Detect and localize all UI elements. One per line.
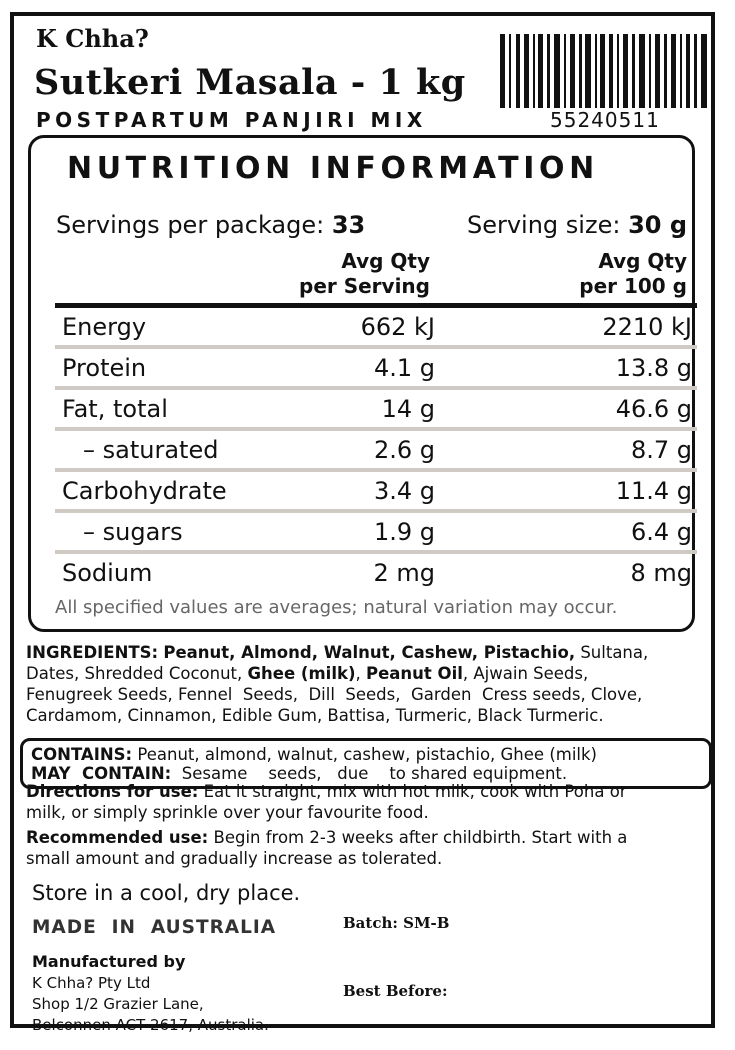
manufacturer-address-line: Shop 1/2 Grazier Lane, [32,995,204,1013]
per-100g-value: 11.4 g [615,477,692,505]
recommended-label: Recommended use: [26,828,209,847]
may-contain-text: Sesame seeds, due to shared equipment. [171,764,568,783]
per-100g-value: 13.8 g [615,354,692,382]
servings-value: 33 [331,211,366,239]
nutrient-name: Protein [62,354,147,382]
nutrition-panel: NUTRITION INFORMATION Servings per packa… [28,135,697,632]
nutrient-name: Energy [62,313,147,341]
ingredients-line: Cardamom, Cinnamon, Edible Gum, Battisa,… [26,706,604,725]
per-serving-value: 2 mg [373,559,435,587]
nutrient-name: Fat, total [62,395,168,423]
may-contain-line: MAY CONTAIN: Sesame seeds, due to shared… [31,764,567,783]
table-row: Energy 662 kJ 2210 kJ [55,308,697,349]
nutrient-name: – sugars [83,518,183,546]
ingredients-text: Sultana, [575,643,649,662]
table-row: Protein 4.1 g 13.8 g [55,349,697,390]
manufacturer-name: K Chha? Pty Ltd [32,974,151,992]
ingredients-text: Dates, Shredded Coconut, [26,664,248,683]
servings-per-package: Servings per package: 33 [56,211,365,239]
recommended-section: Recommended use: Begin from 2-3 weeks af… [26,827,716,869]
ingredients-label: INGREDIENTS: [26,643,159,662]
contains-text: Peanut, almond, walnut, cashew, pistachi… [132,745,597,764]
product-title: Sutkeri Masala - 1 kg [34,62,466,103]
table-row: Fat, total 14 g 46.6 g [55,390,697,431]
per-serving-value: 662 kJ [360,313,435,341]
batch-code: Batch: SM-B [343,914,450,932]
ingredients-allergen: Peanut Oil [366,664,463,683]
serving-size-label: Serving size: [466,211,621,239]
ingredients-line: INGREDIENTS: Peanut, Almond, Walnut, Cas… [26,642,716,663]
product-subtitle: POSTPARTUM PANJIRI MIX [36,108,427,132]
ingredients-section: INGREDIENTS: Peanut, Almond, Walnut, Cas… [26,642,716,726]
averages-note: All specified values are averages; natur… [55,597,618,618]
per-serving-value: 3.4 g [373,477,435,505]
ingredients-allergen: Ghee (milk) [247,664,356,683]
directions-line: Directions for use: Eat it straight, mix… [26,781,716,802]
directions-label: Directions for use: [26,782,199,801]
recommended-line: Recommended use: Begin from 2-3 weeks af… [26,827,716,848]
column-header-line: Avg Qty [341,249,430,273]
ingredients-line: Dates, Shredded Coconut, Ghee (milk), Pe… [26,663,716,684]
manufacturer-address-line: Belconnen ACT 2617, Australia. [32,1016,269,1034]
directions-section: Directions for use: Eat it straight, mix… [26,781,716,823]
may-contain-label: MAY CONTAIN: [31,764,172,783]
contains-line: CONTAINS: Peanut, almond, walnut, cashew… [31,745,597,764]
brand-name: K Chha? [36,24,149,53]
table-row: Carbohydrate 3.4 g 11.4 g [55,472,697,513]
recommended-text: Begin from 2-3 weeks after childbirth. S… [208,828,628,847]
per-serving-value: 14 g [381,395,435,423]
ingredients-text: , [355,664,366,683]
per-100g-value: 46.6 g [615,395,692,423]
recommended-line: small amount and gradually increase as t… [26,849,443,868]
allergen-box: CONTAINS: Peanut, almond, walnut, cashew… [20,738,712,789]
country-of-origin: MADE IN AUSTRALIA [32,917,277,938]
column-header-line: per Serving [299,274,430,298]
column-header-line: per 100 g [579,274,687,298]
column-header-per-100g: Avg Qty per 100 g [579,249,687,299]
nutrient-name: Sodium [62,559,153,587]
table-row: – sugars 1.9 g 6.4 g [55,513,697,554]
barcode-number: 55240511 [550,108,660,132]
manufacturer-heading: Manufactured by [32,952,186,971]
table-row: Sodium 2 mg 8 mg [55,554,697,591]
product-label: K Chha? Sutkeri Masala - 1 kg POSTPARTUM… [10,12,716,1034]
per-100g-value: 6.4 g [630,518,692,546]
best-before: Best Before: [343,982,448,1000]
contains-label: CONTAINS: [31,745,133,764]
nutrition-table: Energy 662 kJ 2210 kJ Protein 4.1 g 13.8… [55,303,697,591]
per-100g-value: 8.7 g [630,436,692,464]
column-header-line: Avg Qty [598,249,687,273]
per-serving-value: 1.9 g [373,518,435,546]
ingredients-allergens: Peanut, Almond, Walnut, Cashew, Pistachi… [163,643,576,662]
ingredients-line: Fenugreek Seeds, Fennel Seeds, Dill Seed… [26,685,643,704]
serving-size-value: 30 g [628,211,687,239]
serving-size: Serving size: 30 g [467,211,687,239]
column-header-per-serving: Avg Qty per Serving [299,249,430,299]
nutrient-name: Carbohydrate [62,477,227,505]
per-100g-value: 2210 kJ [602,313,692,341]
ingredients-text: , Ajwain Seeds, [462,664,589,683]
directions-line: milk, or simply sprinkle over your favou… [26,803,429,822]
per-100g-value: 8 mg [630,559,692,587]
directions-text: Eat it straight, mix with hot milk, cook… [198,782,627,801]
servings-label: Servings per package: [56,211,325,239]
nutrient-name: – saturated [83,436,219,464]
nutrition-heading: NUTRITION INFORMATION [67,151,599,186]
table-row: – saturated 2.6 g 8.7 g [55,431,697,472]
per-serving-value: 4.1 g [373,354,435,382]
storage-instructions: Store in a cool, dry place. [32,881,301,905]
per-serving-value: 2.6 g [373,436,435,464]
barcode-icon [500,34,707,108]
